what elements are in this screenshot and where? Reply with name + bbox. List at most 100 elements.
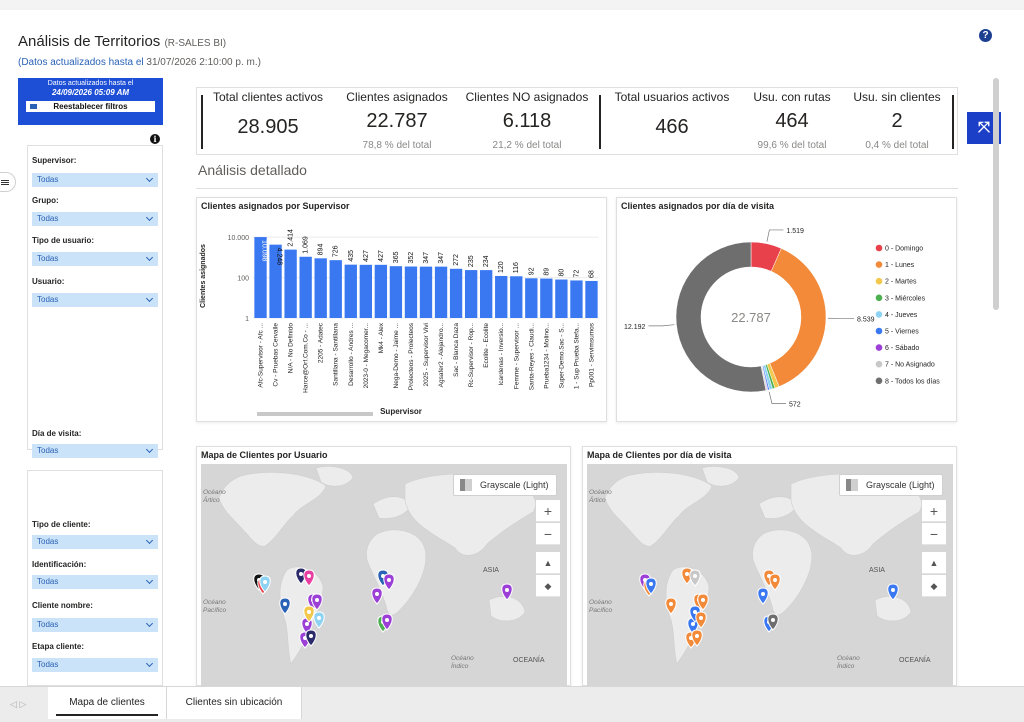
tilt-icon[interactable]: ▲	[922, 552, 946, 574]
map-pin-icon[interactable]	[501, 583, 513, 601]
bar-data-label: 234	[483, 255, 490, 267]
bar-x-tick-label: 2023-0 - Megacomer...	[363, 323, 370, 389]
map-pin-icon[interactable]	[313, 611, 325, 629]
legend-entry[interactable]: 6 - Sábado	[885, 345, 919, 352]
map-pin-icon[interactable]	[689, 569, 701, 587]
legend-entry[interactable]: 1 - Lunes	[885, 262, 915, 269]
zoom-out-button[interactable]: −	[536, 523, 560, 545]
legend-entry[interactable]: 2 - Martes	[885, 279, 917, 286]
map-pin-icon[interactable]	[695, 611, 707, 629]
question-circle-icon[interactable]: ?	[979, 29, 992, 42]
map-pin-icon[interactable]	[757, 587, 769, 605]
tab-scroll-arrows[interactable]: ◁ ▷	[10, 699, 27, 709]
map-pin-icon[interactable]	[305, 629, 317, 647]
bar[interactable]	[299, 256, 312, 318]
grupo-select[interactable]: Todas	[32, 212, 158, 226]
etapa-cliente-select[interactable]: Todas	[32, 658, 158, 672]
legend-swatch	[875, 327, 883, 335]
tab-mapa-clientes[interactable]: Mapa de clientes	[48, 687, 166, 719]
donut-slice[interactable]	[675, 241, 767, 393]
tab-clientes-sin-ubicacion[interactable]: Clientes sin ubicación	[166, 687, 302, 719]
map-usuario[interactable]: Océano Ártico Océano Pacífico ASIA Océano Índi…	[201, 464, 567, 687]
bar[interactable]	[254, 237, 267, 318]
kpi-title: Total clientes activos	[212, 90, 324, 104]
bar[interactable]	[495, 275, 508, 318]
map-pin-icon[interactable]	[697, 593, 709, 611]
filter-label-cliente-nombre: Cliente nombre:	[32, 601, 93, 610]
map-region-label: Océano	[589, 489, 612, 496]
legend-entry[interactable]: 8 - Todos los días	[885, 378, 940, 385]
map-dia-visita[interactable]: Océano Ártico Océano Pacífico ASIA Océano Índi…	[587, 464, 953, 687]
legend-entry[interactable]: 5 - Viernes	[885, 329, 919, 336]
bar[interactable]	[480, 270, 493, 318]
map-pin-icon[interactable]	[259, 575, 271, 593]
map-pin-icon[interactable]	[769, 573, 781, 591]
bar[interactable]	[374, 264, 388, 318]
bar[interactable]	[389, 266, 403, 318]
compass-icon[interactable]: ◆	[536, 575, 560, 597]
bar[interactable]	[269, 244, 282, 318]
map-pin-icon[interactable]	[691, 629, 703, 647]
map-pin-icon[interactable]	[371, 587, 383, 605]
tipo-cliente-select[interactable]: Todas	[32, 535, 158, 549]
legend-entry[interactable]: 4 - Jueves	[885, 312, 918, 319]
bar[interactable]	[555, 279, 568, 318]
tilt-icon[interactable]: ▲	[536, 552, 560, 574]
map-pin-icon[interactable]	[767, 613, 779, 631]
tipo-usuario-select[interactable]: Todas	[32, 252, 158, 266]
world-map: OcéanoÁrticoOcéanoPacíficoASIAOcéanoÍndi…	[587, 464, 953, 687]
sidebar-toggle-button[interactable]	[0, 172, 16, 192]
bar[interactable]	[585, 280, 598, 318]
map-pin-icon[interactable]	[311, 593, 323, 611]
map-pin-icon[interactable]	[887, 583, 899, 601]
bar[interactable]	[464, 270, 478, 318]
usuario-select[interactable]: Todas	[32, 293, 158, 307]
compass-icon[interactable]: ◆	[922, 575, 946, 597]
bar[interactable]	[449, 268, 463, 318]
zoom-in-button[interactable]: +	[922, 500, 946, 522]
zoom-in-button[interactable]: +	[536, 500, 560, 522]
cliente-nombre-select[interactable]: Todas	[32, 618, 158, 632]
map-pin-icon[interactable]	[381, 613, 393, 631]
bar[interactable]	[314, 258, 327, 318]
map-pin-icon[interactable]	[383, 573, 395, 591]
legend-swatch	[875, 294, 883, 302]
info-icon[interactable]: i	[150, 134, 160, 144]
map-pin-icon[interactable]	[303, 605, 315, 623]
legend-entry[interactable]: 3 - Miércoles	[885, 295, 926, 302]
kpi-usuarios-con-rutas: Usu. con rutas 464 99,6 % del total	[741, 88, 843, 151]
bar[interactable]	[404, 266, 418, 318]
map-style-button[interactable]: Grayscale (Light)	[839, 474, 943, 496]
bar[interactable]	[510, 276, 523, 318]
bar-x-tick-label: Afc-Supervisor - Afc ...	[258, 323, 265, 388]
map-pin-icon[interactable]	[279, 597, 291, 615]
map-pin-icon[interactable]	[303, 569, 315, 587]
dia-visita-select[interactable]: Todas	[32, 444, 158, 458]
bar[interactable]	[419, 266, 433, 318]
map-style-button[interactable]: Grayscale (Light)	[453, 474, 557, 496]
bar[interactable]	[359, 264, 372, 318]
legend-entry[interactable]: 0 - Domingo	[885, 246, 923, 253]
vertical-scrollbar[interactable]	[993, 78, 999, 310]
bar[interactable]	[284, 249, 297, 318]
supervisor-select[interactable]: Todas	[32, 173, 158, 187]
bar-x-tick-label: Santillana - Santillana	[333, 323, 340, 386]
donut-leader-line	[648, 324, 675, 327]
bar[interactable]	[525, 278, 538, 318]
bar-chart-scrollbar[interactable]	[257, 412, 373, 416]
filter-label-tipo-usuario: Tipo de usuario:	[32, 236, 95, 245]
bar-chart-title: Clientes asignados por Supervisor	[201, 201, 350, 211]
map-pin-icon[interactable]	[665, 597, 677, 615]
bar[interactable]	[329, 260, 342, 318]
bar[interactable]	[434, 266, 448, 318]
kpi-panel: Total clientes activos 28.905 Clientes a…	[196, 87, 958, 155]
zoom-out-button[interactable]: −	[922, 523, 946, 545]
identificacion-select[interactable]: Todas	[32, 575, 158, 589]
legend-entry[interactable]: 7 - No Asignado	[885, 362, 935, 369]
bar[interactable]	[540, 278, 553, 318]
bar[interactable]	[570, 280, 583, 318]
bar[interactable]	[344, 264, 357, 318]
reset-filters-button[interactable]: Reestablecer filtros	[26, 101, 155, 112]
donut-slice[interactable]	[769, 248, 827, 387]
map-pin-icon[interactable]	[645, 577, 657, 595]
